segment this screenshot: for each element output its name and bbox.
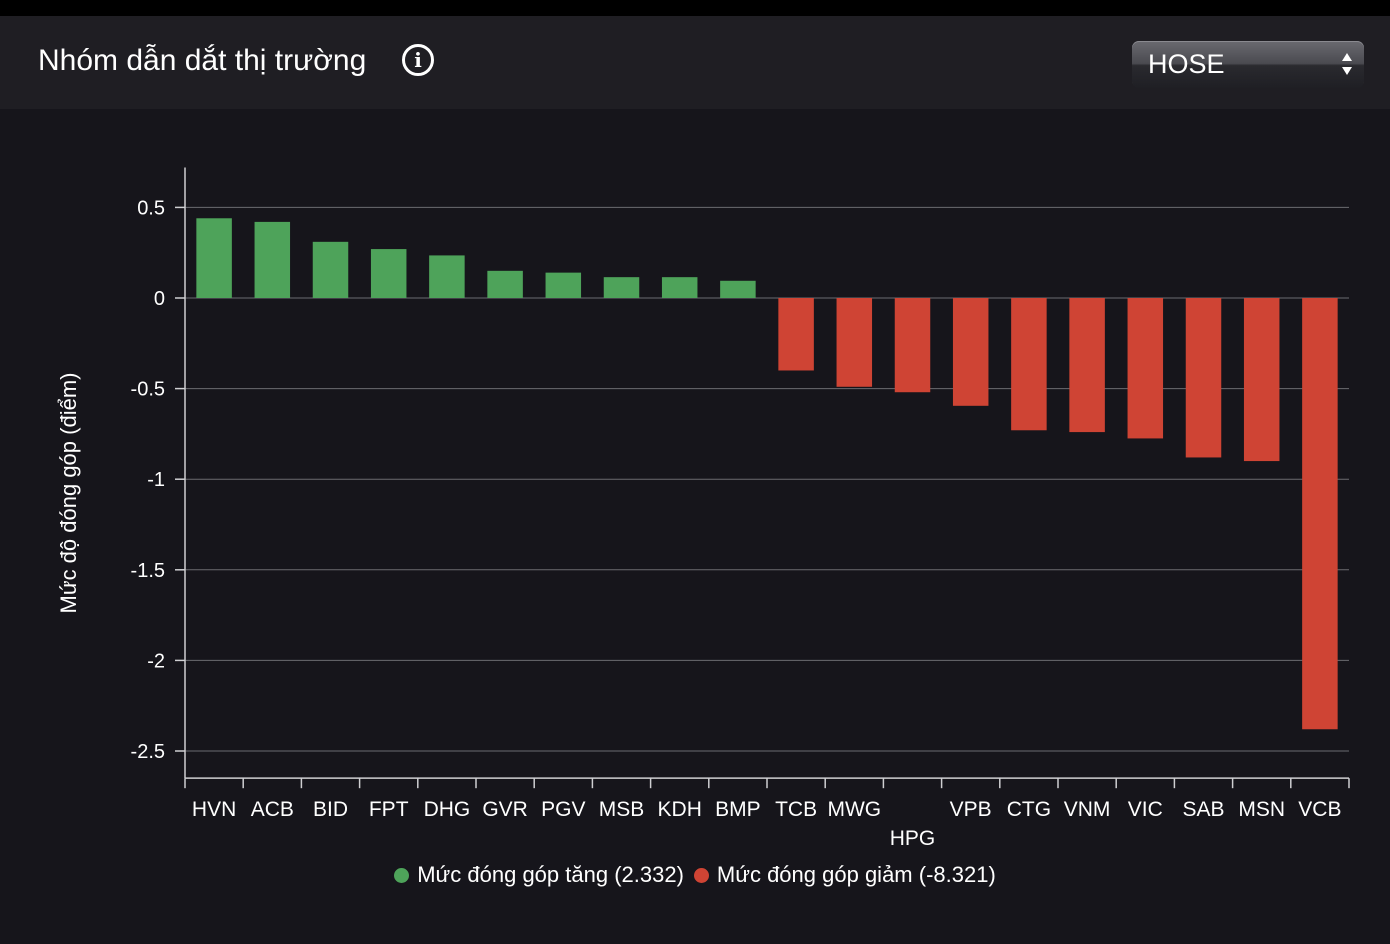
select-arrows-icon <box>1342 53 1352 75</box>
bar-vnm <box>1069 298 1105 433</box>
bar-gvr <box>487 270 523 298</box>
y-tick-label: -2 <box>147 650 165 672</box>
bar-msb <box>603 277 640 298</box>
y-tick-label: 0 <box>154 288 165 310</box>
x-tick-label: VNM <box>1064 798 1111 821</box>
chart-legend: Mức đóng góp tăng (2.332) Mức đóng góp g… <box>0 862 1390 888</box>
y-axis-label-text: Mức độ đóng góp (điểm) <box>56 372 81 614</box>
exchange-select-value: HOSE <box>1148 49 1225 79</box>
legend-item-negative[interactable]: Mức đóng góp giảm (-8.321) <box>693 862 996 888</box>
x-tick-label: VCB <box>1298 798 1341 821</box>
legend-dot-positive <box>394 867 410 883</box>
legend-item-positive[interactable]: Mức đóng góp tăng (2.332) <box>394 862 684 888</box>
info-icon[interactable]: i <box>402 44 434 76</box>
bar-fpt <box>370 249 407 298</box>
panel-header: Nhóm dẫn dắt thị trường i HOSE <box>0 16 1390 109</box>
bar-hpg <box>894 298 931 393</box>
x-tick-label: MSN <box>1238 798 1285 821</box>
bar-msn <box>1243 298 1280 462</box>
bar-bid <box>312 241 349 298</box>
x-tick-label: BMP <box>715 798 761 821</box>
x-tick-label: KDH <box>658 798 702 821</box>
x-tick-label: VIC <box>1128 798 1163 821</box>
bar-vpb <box>952 298 989 406</box>
bar-hvn <box>196 218 232 298</box>
x-tick-label: HVN <box>192 798 236 821</box>
x-tick-label: MWG <box>827 798 881 821</box>
x-tick-label: HPG <box>890 827 936 850</box>
legend-label-positive: Mức đóng góp tăng (2.332) <box>417 862 684 887</box>
bar-vic <box>1127 298 1164 439</box>
x-tick-label: BID <box>313 798 348 821</box>
x-tick-label: FPT <box>369 798 409 821</box>
legend-dot-negative <box>693 867 709 883</box>
y-tick-label: 0.5 <box>137 197 165 219</box>
bar-vcb <box>1302 298 1338 730</box>
panel-title: Nhóm dẫn dắt thị trường <box>38 44 367 77</box>
x-tick-label: VPB <box>950 798 992 821</box>
bar-tcb <box>778 298 814 371</box>
y-tick-label: -2.5 <box>131 741 165 763</box>
x-tick-label: PGV <box>541 798 585 821</box>
legend-label-negative: Mức đóng góp giảm (-8.321) <box>716 862 996 887</box>
exchange-select[interactable]: HOSE <box>1132 41 1364 88</box>
market-leaders-panel: Nhóm dẫn dắt thị trường i HOSE <box>0 16 1390 944</box>
x-tick-label: GVR <box>482 798 528 821</box>
bar-mwg <box>836 298 873 387</box>
x-tick-label: TCB <box>775 798 817 821</box>
x-tick-label: SAB <box>1182 798 1224 821</box>
bar-ctg <box>1011 298 1047 431</box>
x-tick-label: ACB <box>251 798 294 821</box>
bar-dhg <box>429 255 465 298</box>
y-tick-label: -1.5 <box>131 560 165 582</box>
y-tick-label: -1 <box>147 469 165 491</box>
x-tick-label: CTG <box>1007 798 1051 821</box>
bar-bmp <box>720 280 756 298</box>
bar-kdh <box>661 277 698 298</box>
bar-acb <box>254 221 291 298</box>
x-tick-label: MSB <box>599 798 645 821</box>
bar-sab <box>1185 298 1222 458</box>
bar-pgv <box>545 272 582 298</box>
y-tick-label: -0.5 <box>131 379 165 401</box>
x-tick-label: DHG <box>424 798 471 821</box>
